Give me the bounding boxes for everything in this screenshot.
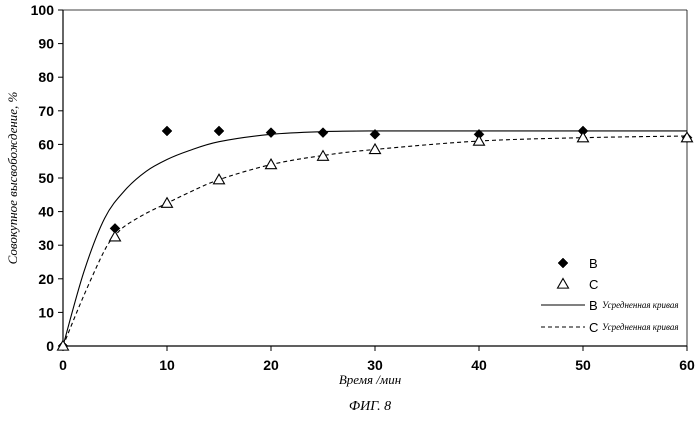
b-data-point bbox=[213, 125, 225, 137]
c-data-point bbox=[472, 134, 486, 146]
y-axis-title: Совокупное высвобождение, % bbox=[5, 91, 20, 264]
c-data-point bbox=[680, 131, 694, 143]
x-tick-label: 60 bbox=[679, 357, 695, 373]
c-data-point bbox=[368, 142, 382, 155]
legend-item: B bbox=[557, 256, 598, 271]
legend-label: B bbox=[589, 298, 598, 313]
y-tick-label: 50 bbox=[38, 170, 54, 186]
y-tick-label: 60 bbox=[38, 136, 54, 152]
x-tick-label: 20 bbox=[263, 357, 279, 373]
y-tick-label: 90 bbox=[38, 36, 54, 52]
legend-item: C Усредненная кривая bbox=[541, 320, 679, 335]
y-tick-label: 10 bbox=[38, 304, 54, 320]
x-tick-label: 30 bbox=[367, 357, 383, 373]
y-tick-label: 40 bbox=[38, 204, 54, 220]
x-tick-label: 40 bbox=[471, 357, 487, 373]
legend-item: B Усредненная кривая bbox=[541, 298, 679, 313]
b-data-point bbox=[317, 127, 329, 138]
figure-caption: ФИГ. 8 bbox=[349, 399, 391, 414]
x-tick-label: 0 bbox=[59, 357, 67, 373]
x-tick-label: 10 bbox=[159, 357, 175, 373]
c-data-point bbox=[56, 339, 70, 351]
legend-sublabel: Усредненная кривая bbox=[602, 322, 679, 332]
b-data-point bbox=[161, 125, 173, 137]
legend-label: C bbox=[589, 320, 598, 335]
y-tick-label: 30 bbox=[38, 237, 54, 253]
legend-label: B bbox=[589, 256, 598, 271]
legend-label: C bbox=[589, 277, 598, 292]
series-points bbox=[56, 125, 694, 352]
c-data-point bbox=[264, 157, 278, 170]
plot-axes bbox=[62, 9, 688, 347]
b-average-curve bbox=[62, 130, 687, 347]
y-tick-label: 70 bbox=[38, 103, 54, 119]
c-data-point bbox=[160, 196, 174, 208]
c-data-point bbox=[316, 149, 330, 161]
legend-item: C bbox=[556, 277, 598, 292]
x-tick-label: 50 bbox=[575, 357, 591, 373]
x-axis-ticks: 0 10 20 30 40 50 60 bbox=[59, 346, 695, 373]
b-data-point bbox=[265, 127, 277, 138]
legend-triangle-marker bbox=[556, 277, 570, 289]
y-tick-label: 80 bbox=[38, 69, 54, 85]
x-axis-title: Время /мин bbox=[339, 372, 401, 387]
b-data-point bbox=[369, 128, 381, 140]
y-tick-label: 0 bbox=[46, 338, 54, 354]
y-axis-ticks: 0 10 20 30 40 50 60 70 80 90 100 bbox=[31, 2, 63, 354]
series-lines bbox=[62, 130, 688, 347]
y-tick-label: 100 bbox=[31, 2, 55, 18]
c-data-point bbox=[576, 131, 590, 143]
c-data-point bbox=[212, 173, 226, 185]
legend-sublabel: Усредненная кривая bbox=[602, 300, 679, 310]
c-average-curve bbox=[62, 135, 688, 347]
c-data-point bbox=[108, 230, 122, 242]
y-tick-label: 20 bbox=[38, 271, 54, 287]
legend-diamond-marker bbox=[557, 257, 569, 269]
